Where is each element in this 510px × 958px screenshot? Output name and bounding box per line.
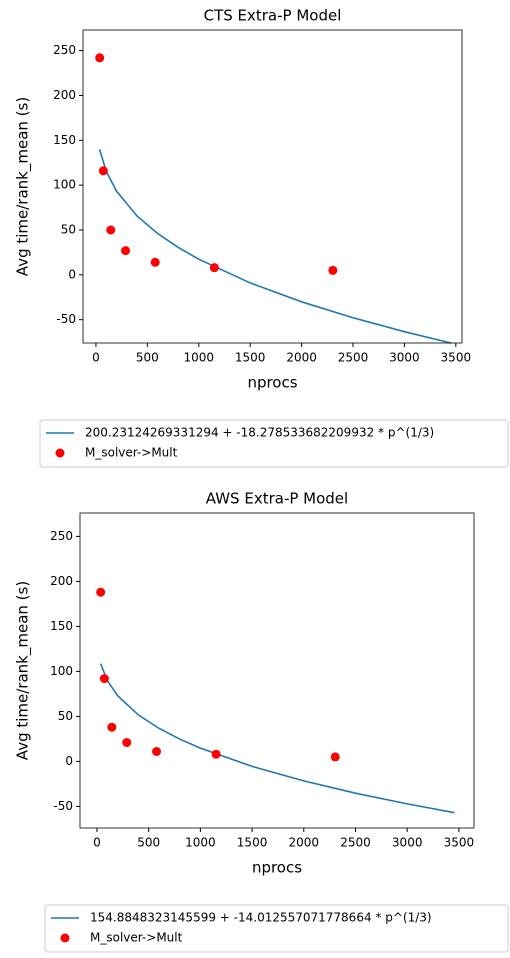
model-line [99,663,455,814]
y-tick-label: 200 [53,88,76,102]
x-tick-label: 1000 [184,351,215,365]
data-point [107,722,117,732]
y-tick-label: 150 [50,619,73,633]
y-tick-label: 200 [50,574,73,588]
y-tick-label: 100 [50,664,73,678]
model-line [98,149,452,344]
data-point [150,257,160,267]
plot-frame [79,512,475,829]
x-axis-label: nprocs [252,859,302,877]
legend-box [39,419,509,468]
data-point [95,53,105,63]
legend-marker [55,448,65,458]
x-axis-label: nprocs [247,374,297,392]
plot-frame [82,29,463,344]
x-tick-label: 1500 [235,351,266,365]
data-point [96,587,106,597]
y-tick-label: 50 [58,709,73,723]
x-tick-label: 3000 [389,351,420,365]
y-tick-label: -50 [56,312,76,326]
legend-label: 154.8848323145599 + -14.012557071778664 … [90,911,432,925]
y-tick-label: 50 [61,222,76,236]
x-tick-label: 2500 [340,836,371,850]
y-tick-label: 0 [68,267,76,281]
x-tick-label: 2000 [289,836,320,850]
x-tick-label: 500 [136,351,159,365]
y-tick-label: 0 [65,754,73,768]
legend-label: 200.23124269331294 + -18.278533682209932… [85,426,434,440]
data-point [209,263,219,273]
data-point [328,265,338,275]
x-tick-label: 1000 [185,836,216,850]
data-point [122,738,132,747]
y-tick-label: 250 [50,529,73,543]
y-tick-label: -50 [53,799,73,813]
y-tick-label: 100 [53,178,76,192]
chart-title: AWS Extra-P Model [206,490,348,508]
x-tick-label: 0 [92,351,100,365]
x-tick-label: 3500 [444,836,475,850]
x-tick-label: 2000 [286,351,317,365]
x-tick-label: 3000 [392,836,423,850]
x-tick-label: 500 [137,836,160,850]
chart-title: CTS Extra-P Model [204,7,342,25]
x-tick-label: 0 [93,836,101,850]
data-point [152,747,162,756]
data-point [121,246,131,256]
x-tick-label: 3500 [441,351,472,365]
data-point [330,752,340,762]
x-tick-label: 1500 [237,836,268,850]
legend-label: M_solver->Mult [90,931,183,945]
data-point [211,749,221,759]
y-axis-label: Avg time/rank_mean (s) [14,97,33,276]
legend-label: M_solver->Mult [85,446,178,460]
y-tick-label: 250 [53,43,76,57]
x-tick-label: 2500 [338,351,369,365]
data-point [99,674,109,684]
data-point [106,225,116,235]
data-point [98,166,108,176]
y-tick-label: 150 [53,133,76,147]
y-axis-label: Avg time/rank_mean (s) [14,581,33,760]
legend-box [44,904,509,953]
legend-marker [60,933,70,943]
